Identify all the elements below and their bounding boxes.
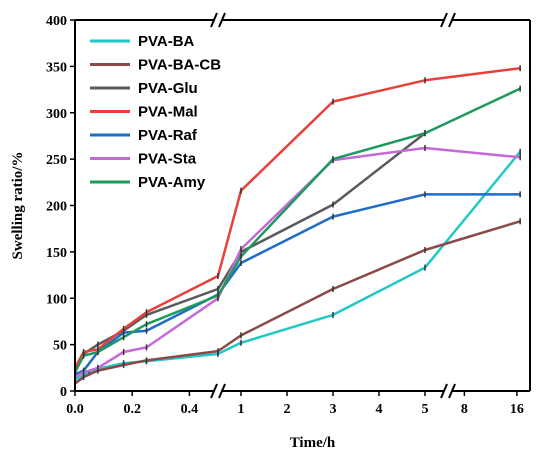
- legend-label-pva-amy: PVA-Amy: [138, 174, 206, 191]
- legend-label-pva-ba-cb: PVA-BA-CB: [138, 57, 221, 74]
- x-tick-label: 0.4: [181, 402, 199, 417]
- y-axis-title: Swelling ratio/%: [10, 152, 26, 260]
- x-tick-label: 5: [422, 402, 429, 417]
- legend: PVA-BA PVA-BA-CB PVA-Glu PVA-Mal PVA-Raf PVA-…: [90, 33, 221, 191]
- series-line-pva-ba: [74, 150, 522, 382]
- x-tick-label: 2: [284, 402, 291, 417]
- y-tick-label: 100: [46, 292, 67, 307]
- series-line-pva-raf: [74, 193, 521, 376]
- y-tick-label: 200: [46, 200, 67, 215]
- y-tick-label: 250: [46, 153, 67, 168]
- axis-break-mark: [210, 12, 218, 28]
- axis-break-mark: [448, 12, 456, 28]
- axis-break-mark: [440, 383, 448, 399]
- x-axis-title: Time/h: [290, 435, 336, 451]
- legend-label-pva-raf: PVA-Raf: [138, 127, 198, 144]
- series-line-pva-mal: [73, 66, 521, 369]
- series-line-pva-ba-cb: [74, 220, 521, 385]
- series-line-pva-sta: [74, 146, 521, 379]
- axis-break-mark: [210, 383, 218, 399]
- axis-break-mark: [448, 383, 456, 399]
- y-tick-label: 350: [46, 60, 67, 75]
- legend-label-pva-mal: PVA-Mal: [138, 104, 198, 121]
- y-tick-label: 150: [46, 246, 67, 261]
- plot-lines: [73, 65, 522, 387]
- x-tick-label: 0.2: [123, 402, 141, 417]
- x-tick-label: 3: [330, 402, 337, 417]
- y-tick-label: 300: [46, 107, 67, 122]
- x-tick-label: 4: [376, 402, 383, 417]
- y-tick-label: 0: [60, 385, 67, 400]
- series-line-pva-amy: [73, 87, 521, 373]
- axis-break-mark: [218, 12, 226, 28]
- y-tick-label: 400: [46, 14, 67, 29]
- legend-label-pva-ba: PVA-BA: [138, 33, 195, 50]
- y-tick-label: 50: [53, 339, 67, 354]
- axis-break-mark: [440, 12, 448, 28]
- axis-break-mark: [218, 383, 226, 399]
- x-tick-label: 8: [461, 402, 468, 417]
- axes: 0 50 100 150 200 250 300 350 400 0.0 0.2 0.4 1 2 3 4 5 8 1…: [46, 12, 531, 417]
- series-line-pva-glu: [73, 132, 426, 373]
- legend-label-pva-glu: PVA-Glu: [138, 80, 198, 97]
- legend-label-pva-sta: PVA-Sta: [138, 151, 197, 168]
- x-tick-label: 0.0: [66, 402, 84, 417]
- x-tick-label: 1: [238, 402, 245, 417]
- x-tick-label: 16: [510, 402, 524, 417]
